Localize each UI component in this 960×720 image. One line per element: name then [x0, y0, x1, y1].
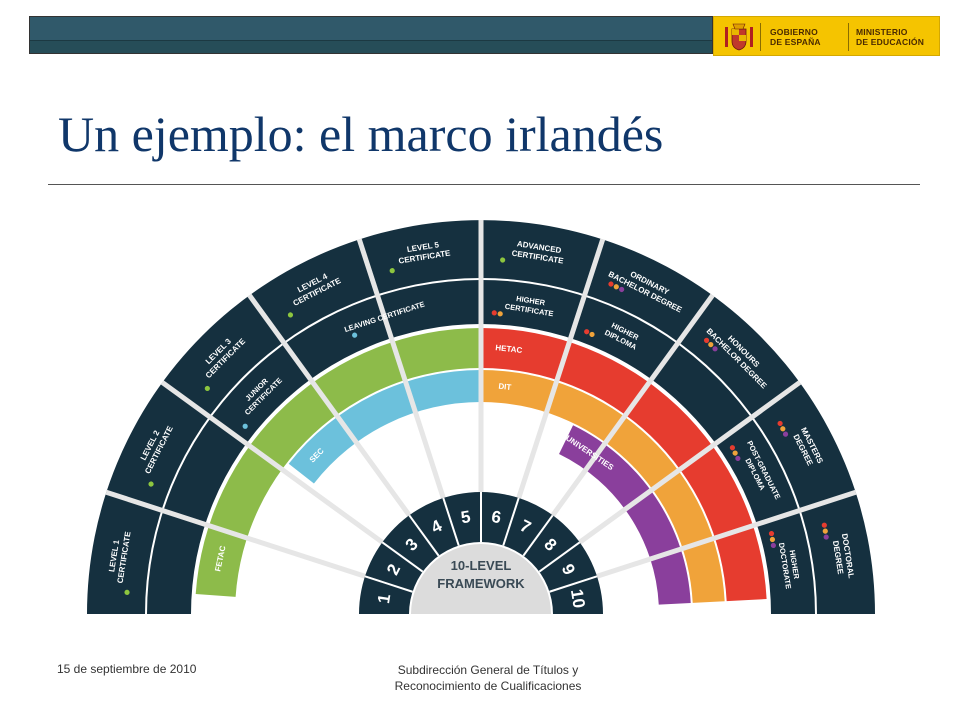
title-divider	[48, 184, 920, 185]
awarding-body-dot	[780, 426, 786, 432]
level-divider	[247, 293, 415, 522]
awarding-body-dot	[584, 329, 590, 335]
level-spokes	[105, 220, 857, 581]
awarding-body-bands	[195, 328, 767, 605]
government-logo: GOBIERNO DE ESPAÑA MINISTERIO DE EDUCACI…	[713, 16, 940, 56]
logo-separator	[848, 23, 849, 51]
level-divider	[160, 380, 389, 548]
awarding-body-dot	[124, 589, 130, 595]
awarding-body-band	[481, 370, 725, 603]
footer-department: Subdirección General de Títulos y Recono…	[368, 662, 608, 694]
awarding-body-dot	[703, 337, 710, 343]
header-bar-upper	[30, 17, 712, 41]
level-divider	[547, 293, 715, 522]
footer-department-line: Subdirección General de Títulos y	[397, 663, 579, 677]
awarding-body-dot	[500, 257, 506, 263]
awarding-body-dot	[491, 310, 497, 316]
awarding-body-dot	[712, 346, 718, 352]
page-title: Un ejemplo: el marco irlandés	[58, 106, 664, 162]
awarding-body-band	[481, 328, 767, 602]
level-number-divider	[364, 575, 413, 593]
awarding-body-dot	[782, 431, 789, 437]
level-number: 1	[374, 593, 394, 605]
level-number-ring	[359, 492, 603, 614]
awarding-body-band	[195, 328, 481, 597]
diagram-background	[87, 220, 875, 614]
awarding-body-dot	[770, 542, 776, 549]
awarding-body-dot	[619, 286, 625, 293]
awarding-body-dot	[768, 530, 775, 537]
logo-text-ministerio: MINISTERIO	[856, 27, 908, 37]
awarding-body-dot	[148, 481, 154, 487]
framework-hub	[411, 544, 551, 614]
header-bar-lower	[30, 41, 712, 53]
awarding-body-dot	[389, 268, 395, 274]
level-number-divider	[502, 497, 520, 546]
awarding-body-label: DIT	[498, 382, 512, 392]
inner-award-ring	[147, 280, 815, 614]
awarding-body-dot	[352, 332, 358, 338]
level-number: 10	[567, 588, 589, 610]
awarding-body-dot	[204, 385, 210, 392]
footer-department-line: Reconocimiento de Cualificaciones	[394, 679, 582, 693]
awarding-body-dot	[589, 331, 595, 338]
awarding-body-band	[288, 370, 481, 484]
awarding-body-dot	[777, 420, 783, 427]
level-divider	[105, 489, 372, 581]
level-divider	[514, 238, 606, 505]
level-divider	[590, 489, 857, 581]
awarding-body-band	[559, 425, 691, 605]
header-bar	[29, 16, 713, 54]
level-number-divider	[442, 497, 460, 546]
logo-text-educacion: DE EDUCACIÓN	[856, 37, 925, 47]
logo-separator	[760, 23, 761, 51]
awarding-body-dot	[242, 423, 248, 429]
level-number-divider	[549, 575, 598, 593]
level-number-divider	[538, 541, 581, 573]
hub-title-line: 10-LEVEL	[451, 558, 512, 573]
awarding-body-dot	[823, 534, 829, 540]
awarding-body-dot	[822, 528, 828, 534]
level-divider	[356, 238, 448, 505]
footer-date: 15 de septiembre de 2010	[57, 662, 197, 676]
awarding-body-dot	[821, 522, 827, 528]
awarding-body-dot	[729, 445, 736, 451]
awarding-body-dot	[497, 311, 503, 317]
logo-text-espana: DE ESPAÑA	[770, 37, 821, 47]
level-divider	[573, 380, 802, 548]
awarding-body-dot	[708, 341, 714, 348]
awarding-body-dot	[732, 450, 738, 456]
hub-title-line: FRAMEWORK	[437, 576, 525, 591]
level-number-divider	[381, 541, 424, 573]
logo-text-gobierno: GOBIERNO	[770, 27, 818, 37]
awarding-body-dot	[735, 455, 741, 462]
level-number: 5	[460, 507, 472, 527]
level-number-divider	[408, 514, 440, 557]
coat-of-arms-icon	[725, 23, 753, 51]
level-number: 6	[490, 507, 502, 527]
awarding-body-label: HETAC	[495, 343, 523, 355]
awarding-body-dot	[287, 312, 294, 318]
awarding-body-dot	[608, 281, 614, 287]
level-number-divider	[522, 514, 554, 557]
awarding-body-dot	[613, 284, 619, 290]
outer-award-ring	[87, 220, 875, 614]
awarding-body-dot	[769, 536, 776, 543]
